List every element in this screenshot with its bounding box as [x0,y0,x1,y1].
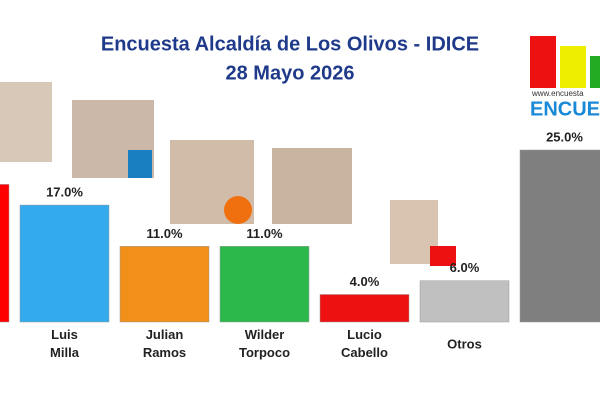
photos [0,82,456,266]
x-tick-label: Lucio Cabello [341,327,388,360]
candidate-photo [0,82,52,162]
bar [519,149,600,323]
x-tick-label-line: Luis [51,327,78,342]
value-label: 25.0% [546,129,583,144]
chart-subtitle: 28 Mayo 2026 [226,62,355,84]
value-label: 4.0% [350,274,380,289]
x-tick-label: Luis Milla [50,327,80,360]
bar [19,204,110,323]
logo-url: www.encuesta [531,89,584,98]
logo-bar [560,46,586,88]
logo-name: ENCUES [530,98,600,120]
chart-title: Encuesta Alcaldía de Los Olivos - IDICE [101,33,479,55]
value-label: 11.0% [146,226,183,241]
x-tick-label-line: Torpoco [239,345,290,360]
x-tick-label-line: Wilder [245,327,285,342]
x-tick-label-line: Cabello [341,345,388,360]
x-tick-label: Wilder Torpoco [239,327,290,360]
x-tick-label-line: Ramos [143,345,186,360]
party-logo [128,150,152,178]
bar [0,184,10,323]
bar [219,246,310,323]
logo: www.encuesta ENCUES [530,36,600,120]
value-label: 6.0% [450,260,480,275]
bar [319,294,410,323]
x-tick-label-line: Milla [50,345,80,360]
x-tick-label-line: Lucio [347,327,382,342]
candidate-photo [272,148,352,224]
x-tick-label: Otros [447,336,482,351]
bar [419,280,510,323]
party-logo [224,196,252,224]
logo-bar [590,56,600,88]
value-label: 11.0% [246,226,283,241]
x-tick-label-line: Julian [146,327,184,342]
bar [119,246,210,323]
x-tick-label: Julian Ramos [143,327,186,360]
logo-bar [530,36,556,88]
party-logo [430,246,456,266]
value-label: 17.0% [46,184,83,199]
